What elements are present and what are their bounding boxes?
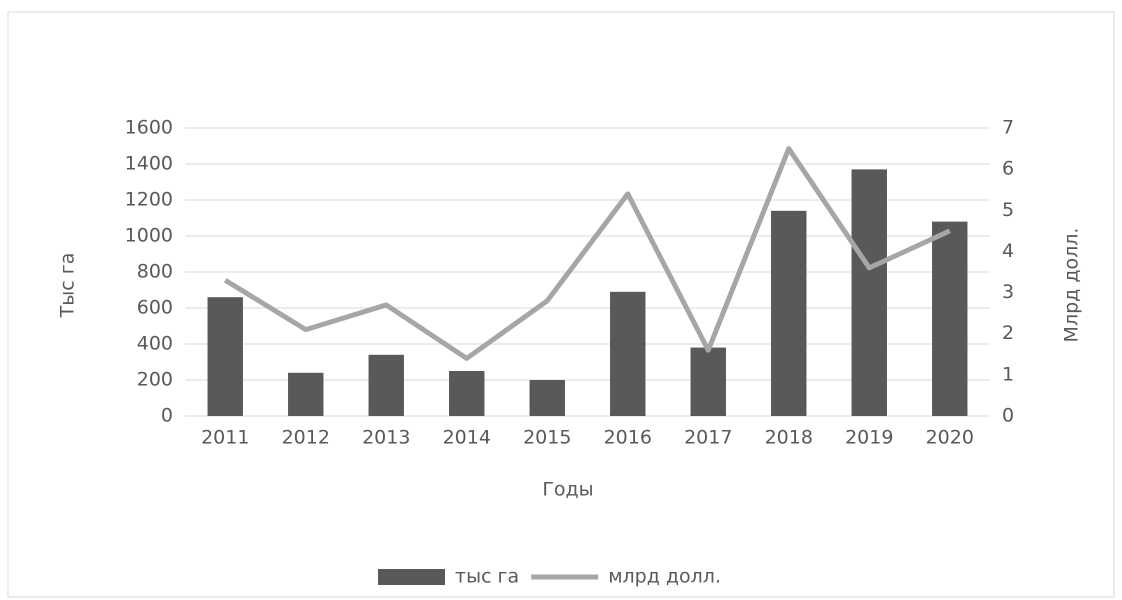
legend-label: тыс га [455, 566, 519, 588]
y2-tick-label: 0 [1002, 405, 1014, 427]
bar [610, 291, 646, 416]
y-tick-label: 1600 [125, 117, 173, 139]
bar [449, 371, 485, 416]
x-tick-label: 2019 [845, 427, 893, 449]
x-tick-label: 2011 [201, 427, 249, 449]
x-tick-label: 2013 [362, 427, 410, 449]
x-axis-title: Годы [542, 479, 593, 501]
y2-tick-label: 2 [1002, 322, 1014, 344]
bar [207, 297, 243, 416]
x-tick-label: 2020 [926, 427, 974, 449]
y2-axis-title: Млрд долл. [1061, 228, 1083, 343]
x-tick-label: 2014 [443, 427, 491, 449]
chart-frame [7, 11, 1115, 598]
bar [851, 169, 887, 416]
legend-swatch [378, 569, 445, 585]
y-axis-title: Тыс га [57, 253, 79, 319]
x-tick-label: 2016 [604, 427, 652, 449]
x-tick-label: 2018 [765, 427, 813, 449]
bar [932, 221, 968, 416]
x-tick-label: 2012 [282, 427, 330, 449]
y-tick-label: 800 [137, 261, 173, 283]
legend-label: млрд долл. [608, 566, 721, 588]
y2-tick-label: 4 [1002, 240, 1014, 262]
bar [529, 380, 565, 416]
y2-tick-label: 7 [1002, 117, 1014, 139]
y-tick-label: 600 [137, 297, 173, 319]
y-tick-label: 200 [137, 369, 173, 391]
bar [771, 210, 807, 416]
x-tick-label: 2017 [684, 427, 732, 449]
bar [288, 372, 324, 416]
y-tick-label: 1000 [125, 225, 173, 247]
y2-tick-label: 6 [1002, 158, 1014, 180]
bar [690, 347, 726, 416]
y-tick-label: 400 [137, 333, 173, 355]
y-tick-label: 1200 [125, 189, 173, 211]
y-tick-label: 0 [161, 405, 173, 427]
line [223, 146, 951, 361]
y2-tick-label: 3 [1002, 281, 1014, 303]
y2-tick-label: 5 [1002, 199, 1014, 221]
bar [368, 354, 404, 416]
x-tick-label: 2015 [523, 427, 571, 449]
y2-tick-label: 1 [1002, 363, 1014, 385]
y-tick-label: 1400 [125, 153, 173, 175]
